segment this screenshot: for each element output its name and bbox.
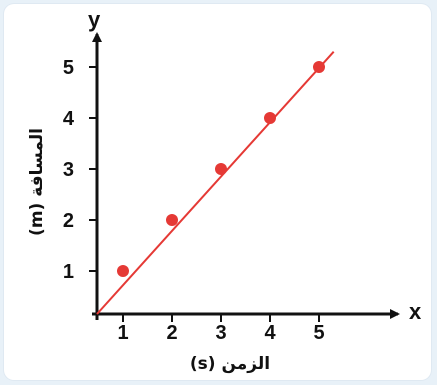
series-line bbox=[96, 51, 335, 315]
y-tick-label: 4 bbox=[63, 108, 75, 130]
data-point bbox=[117, 265, 129, 277]
x-axis-letter: x bbox=[409, 299, 422, 324]
y-tick-label: 5 bbox=[63, 57, 74, 79]
x-tick-label: 5 bbox=[313, 322, 324, 344]
data-point bbox=[264, 112, 276, 124]
y-tick-label: 2 bbox=[63, 210, 74, 232]
x-axis-title: الزمن (s) bbox=[190, 354, 270, 374]
x-tick-label: 1 bbox=[117, 322, 128, 344]
data-point bbox=[215, 163, 227, 175]
chart-frame bbox=[4, 4, 431, 380]
x-tick-group: 1 2 3 4 5 bbox=[117, 314, 325, 344]
data-point bbox=[313, 61, 325, 73]
x-tick-label: 4 bbox=[264, 322, 276, 344]
data-point bbox=[166, 214, 178, 226]
y-axis-title: المسافة (m) bbox=[27, 128, 47, 236]
y-tick-label: 1 bbox=[63, 261, 74, 283]
y-axis-letter: y bbox=[88, 7, 101, 32]
x-tick-label: 3 bbox=[215, 322, 226, 344]
series-group bbox=[96, 51, 335, 315]
x-tick-label: 2 bbox=[166, 322, 177, 344]
y-tick-group: 1 2 3 4 5 bbox=[63, 57, 97, 283]
y-tick-label: 3 bbox=[63, 159, 74, 181]
